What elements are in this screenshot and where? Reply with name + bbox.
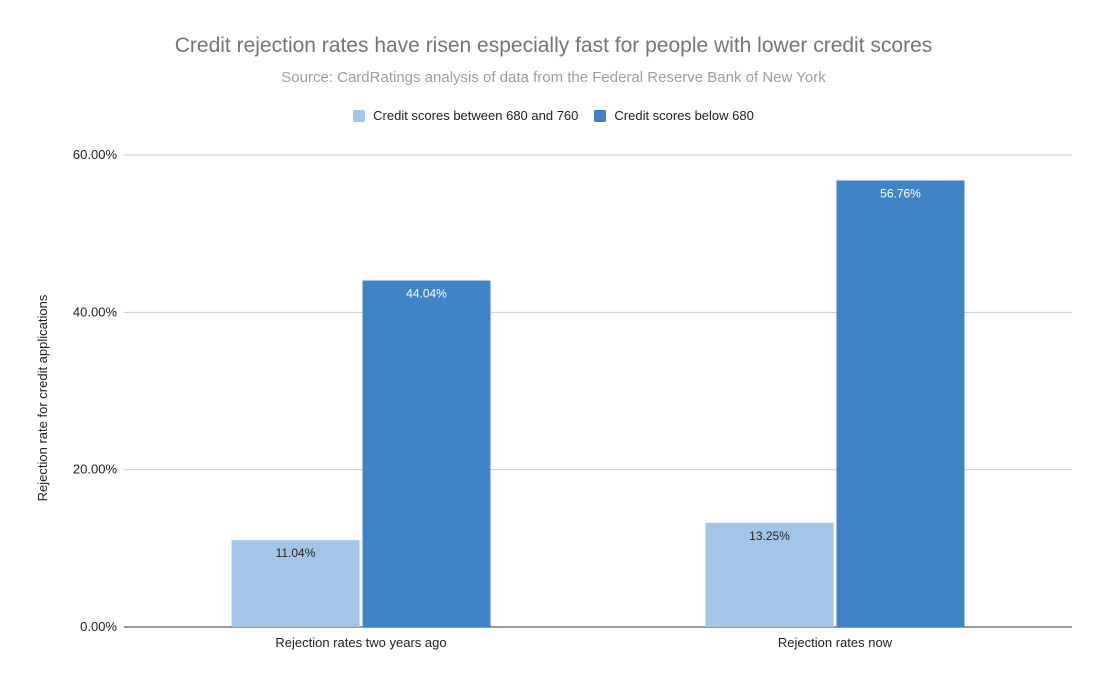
bar[interactable] — [705, 522, 834, 627]
chart-subtitle: Source: CardRatings analysis of data fro… — [281, 69, 826, 86]
y-tick-label: 0.00% — [80, 619, 117, 634]
legend-swatch — [353, 109, 366, 122]
bars — [231, 180, 965, 627]
bar[interactable] — [836, 180, 965, 627]
chart-title: Credit rejection rates have risen especi… — [174, 34, 933, 57]
data-label: 11.04% — [276, 546, 316, 560]
data-label: 56.76% — [880, 186, 921, 200]
y-tick-label: 60.00% — [73, 147, 118, 162]
bar-labels: 11.04% 44.04% 13.25% 56.76% — [276, 186, 922, 560]
legend-label: Credit scores between 680 and 760 — [373, 108, 579, 123]
legend: Credit scores between 680 and 760 Credit… — [0, 108, 1107, 123]
bar[interactable] — [231, 540, 360, 627]
y-tick-label: 40.00% — [73, 304, 118, 319]
y-tick-label: 20.00% — [73, 462, 118, 477]
y-axis-label: Rejection rate for credit applications — [35, 294, 50, 501]
data-label: 13.25% — [749, 529, 790, 543]
x-tick-label: Rejection rates two years ago — [275, 635, 446, 650]
legend-item-below-680[interactable]: Credit scores below 680 — [594, 108, 754, 123]
legend-item-680-760[interactable]: Credit scores between 680 and 760 — [353, 108, 578, 123]
legend-label: Credit scores below 680 — [614, 108, 754, 123]
data-label: 44.04% — [406, 287, 447, 301]
legend-swatch — [594, 109, 607, 122]
y-axis-ticks: 0.00% 20.00% 40.00% 60.00% — [73, 147, 118, 634]
x-axis-ticks: Rejection rates two years ago Rejection r… — [275, 635, 892, 650]
x-tick-label: Rejection rates now — [778, 635, 893, 650]
bar[interactable] — [362, 280, 491, 627]
